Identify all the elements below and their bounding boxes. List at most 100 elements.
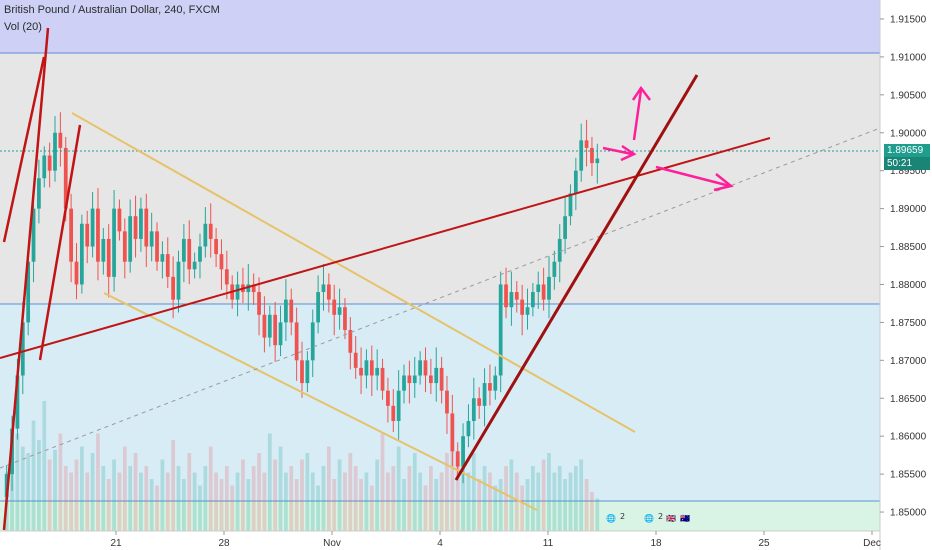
candle-body — [133, 216, 138, 239]
candle-body — [541, 284, 546, 300]
volume-bar — [181, 479, 186, 531]
volume-bar — [37, 440, 41, 531]
candle-body — [461, 436, 465, 467]
price-tick-label: 1.89500 — [890, 166, 927, 177]
candle-body — [412, 375, 417, 384]
volume-bar — [579, 459, 584, 531]
economic-event-icon-2[interactable]: 🌐 — [644, 514, 654, 523]
candle-body — [573, 170, 578, 194]
flag-icon-au[interactable]: 🇦🇺 — [680, 514, 690, 523]
candle-body — [37, 178, 41, 209]
arrow-right-down — [655, 165, 734, 192]
volume-bar — [251, 466, 256, 531]
candle-body — [101, 238, 106, 262]
volume-bar — [187, 453, 192, 531]
candle-body — [455, 451, 460, 467]
volume-bar — [10, 459, 14, 531]
candle-body — [552, 261, 557, 277]
candle-body — [466, 421, 471, 437]
volume-bar — [326, 446, 331, 531]
price-tick-label: 1.88500 — [890, 242, 927, 253]
volume-bar — [305, 453, 310, 531]
candle-body — [235, 284, 240, 300]
volume-bar — [337, 459, 342, 531]
candle-body — [122, 231, 127, 262]
candle-body — [369, 360, 374, 376]
volume-bar — [20, 446, 25, 531]
volume-bar — [547, 453, 551, 531]
volume-bar — [520, 485, 525, 531]
candles — [4, 112, 600, 506]
volume-bar — [375, 459, 380, 531]
candle-body — [375, 367, 380, 376]
candle-body — [214, 238, 218, 255]
volume-bar — [461, 466, 465, 531]
volume-bar — [584, 479, 589, 531]
volume-bar — [310, 472, 315, 531]
candle-body — [514, 292, 519, 300]
price-tick-label: 1.87500 — [890, 318, 927, 329]
volume-bar — [85, 472, 90, 531]
volume-bar — [471, 453, 476, 531]
volume-bar — [386, 472, 390, 531]
channel-line-lower — [103, 292, 538, 511]
volume-bar — [380, 433, 385, 531]
time-axis[interactable]: 21 28 Nov 4 11 18 25 Dec — [110, 531, 881, 549]
volume-bar — [504, 466, 508, 531]
volume-bar — [369, 485, 374, 531]
candle-body — [20, 322, 25, 376]
candle-body — [428, 375, 433, 384]
candle-body — [96, 208, 100, 262]
candle-body — [58, 132, 63, 148]
volume-bar — [198, 485, 202, 531]
volume-bar — [47, 459, 52, 531]
volume-bar — [391, 466, 396, 531]
zone-resistance — [0, 0, 880, 53]
volume-bar — [284, 472, 288, 531]
candle-body — [79, 223, 84, 285]
volume-bar — [31, 420, 36, 531]
price-tick-label: 1.90500 — [890, 90, 927, 101]
volume-bar — [74, 459, 79, 531]
candle-body — [63, 147, 68, 209]
volume-bar — [278, 446, 283, 531]
volume-bar — [192, 472, 197, 531]
candle-body — [160, 254, 165, 262]
volume-bar — [230, 485, 235, 531]
volume-bar — [348, 453, 353, 531]
candle-body — [493, 375, 498, 391]
volume-bar — [224, 466, 229, 531]
volume-bar — [171, 440, 176, 531]
price-tick-label: 1.86500 — [890, 394, 927, 405]
volume-bar — [455, 459, 460, 531]
economic-event-icon[interactable]: 🌐 — [606, 514, 616, 523]
symbol-title: British Pound / Australian Dollar, 240, … — [4, 4, 220, 16]
candle-body — [31, 208, 36, 262]
candle-body — [90, 208, 95, 247]
volume-bar — [482, 466, 487, 531]
candle-body — [423, 360, 428, 376]
flag-icon-uk[interactable]: 🇬🇧 — [666, 514, 676, 523]
candle-body — [53, 132, 57, 171]
volume-bar — [300, 459, 304, 531]
volume-bar — [536, 472, 541, 531]
volume-bar — [396, 446, 401, 531]
volume-bar — [63, 466, 68, 531]
candle-body — [176, 261, 181, 300]
volume-bar — [418, 472, 423, 531]
price-axis[interactable]: 1.91500 1.91000 1.90500 1.90000 1.89500 1.890… — [880, 14, 927, 519]
candle-body — [85, 223, 90, 247]
time-tick-label: 21 — [110, 538, 122, 549]
volume-bar — [128, 466, 133, 531]
bar-countdown-tag: 50:21 — [884, 157, 930, 170]
volume-bar — [53, 449, 57, 531]
price-tick-label: 1.85500 — [890, 470, 927, 481]
candle-body — [380, 367, 385, 391]
candle-body — [568, 193, 573, 217]
candle-body — [504, 284, 508, 308]
candle-body — [106, 238, 111, 277]
volume-bar — [595, 498, 600, 531]
volume-bar — [590, 492, 594, 531]
price-tick-label: 1.87000 — [890, 356, 927, 367]
